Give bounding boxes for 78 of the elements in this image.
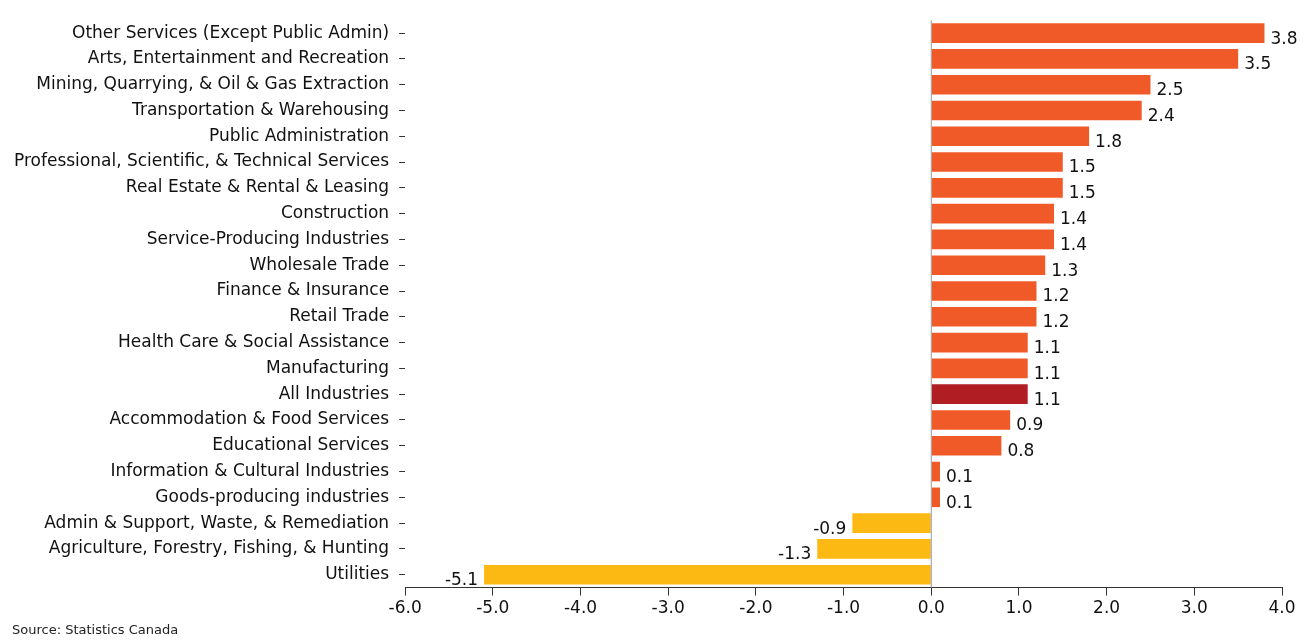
- bar: [931, 23, 1265, 43]
- y-tick-label: Manufacturing: [266, 356, 390, 377]
- data-label: 1.3: [1051, 259, 1079, 280]
- bar: [931, 384, 1028, 404]
- data-label: 0.8: [1007, 440, 1035, 461]
- x-tick-label: 2.0: [1093, 597, 1121, 618]
- y-tick-label: Public Administration: [209, 124, 390, 145]
- bar: [484, 564, 931, 585]
- data-label: -1.3: [778, 543, 812, 564]
- bar: [931, 332, 1028, 353]
- data-label: 1.1: [1033, 337, 1061, 358]
- bar: [931, 281, 1037, 301]
- x-tick-label: 0.0: [917, 597, 945, 618]
- source-note: Source: Statistics Canada: [12, 622, 179, 637]
- data-label: 1.5: [1068, 156, 1096, 177]
- y-tick-label: Admin & Support, Waste, & Remediation: [44, 511, 390, 532]
- data-label: 1.4: [1060, 233, 1088, 254]
- x-tick-label: -1.0: [826, 597, 861, 618]
- y-tick-label: Professional, Scientific, & Technical Services: [13, 150, 390, 171]
- y-tick-label: Arts, Entertainment and Recreation: [87, 47, 390, 68]
- y-tick-label: Health Care & Social Assistance: [118, 331, 390, 352]
- bar: [931, 461, 941, 482]
- y-tick-label: Information & Cultural Industries: [110, 459, 390, 480]
- bar: [931, 435, 1002, 456]
- y-tick-label: Mining, Quarrying, & Oil & Gas Extraction: [36, 73, 390, 94]
- bar: [931, 203, 1055, 224]
- bar: [931, 410, 1011, 430]
- data-label: 2.5: [1156, 79, 1184, 100]
- data-label: 0.1: [946, 465, 974, 486]
- x-tick-label: 4.0: [1268, 597, 1296, 618]
- bar: [931, 255, 1046, 276]
- y-tick-label: Service-Producing Industries: [146, 227, 390, 248]
- data-label: 1.1: [1033, 388, 1061, 409]
- y-tick-label: Accommodation & Food Services: [109, 408, 390, 429]
- bar: [931, 126, 1090, 147]
- bar: [931, 307, 1037, 327]
- data-label: 1.1: [1033, 362, 1061, 383]
- y-tick-label: Other Services (Except Public Admin): [72, 21, 390, 42]
- bar: [931, 49, 1239, 69]
- bar: [931, 358, 1028, 379]
- bar: [931, 152, 1063, 172]
- x-tick-label: -5.0: [476, 597, 510, 618]
- y-tick-label: Wholesale Trade: [249, 253, 390, 274]
- y-tick-label: All Industries: [278, 382, 390, 403]
- bar: [931, 100, 1142, 121]
- bar: [931, 178, 1063, 198]
- x-tick-label: 3.0: [1180, 597, 1208, 618]
- y-tick-label: Construction: [280, 202, 390, 223]
- x-tick-label: -2.0: [739, 597, 773, 618]
- y-tick-label: Goods-producing industries: [155, 485, 390, 506]
- x-tick-label: -3.0: [651, 597, 685, 618]
- data-label: -0.9: [813, 517, 847, 538]
- data-label: -5.1: [444, 569, 479, 590]
- data-label: 1.2: [1042, 285, 1070, 306]
- data-label: 0.1: [946, 491, 974, 512]
- data-label: 1.2: [1042, 311, 1070, 332]
- bar: [817, 539, 931, 559]
- bar: [852, 513, 931, 533]
- bar: [931, 229, 1055, 250]
- x-tick-label: -4.0: [563, 597, 598, 618]
- data-label: 1.5: [1068, 182, 1096, 203]
- y-tick-label: Finance & Insurance: [216, 279, 390, 300]
- y-tick-label: Educational Services: [212, 434, 390, 455]
- data-label: 1.8: [1095, 130, 1123, 151]
- bar: [931, 487, 941, 508]
- y-tick-label: Retail Trade: [289, 305, 390, 326]
- y-tick-label: Transportation & Warehousing: [131, 98, 390, 119]
- y-tick-label: Real Estate & Rental & Leasing: [125, 176, 390, 197]
- data-label: 2.4: [1147, 104, 1175, 125]
- data-label: 3.5: [1244, 53, 1272, 74]
- y-tick-label: Agriculture, Forestry, Fishing, & Hunting: [48, 537, 390, 558]
- y-tick-label: Utilities: [325, 563, 390, 584]
- data-label: 1.4: [1060, 208, 1088, 229]
- data-label: 0.9: [1016, 414, 1044, 435]
- data-label: 3.8: [1270, 27, 1298, 48]
- bar: [931, 74, 1151, 95]
- x-tick-label: 1.0: [1005, 597, 1033, 618]
- x-tick-label: -6.0: [388, 597, 422, 618]
